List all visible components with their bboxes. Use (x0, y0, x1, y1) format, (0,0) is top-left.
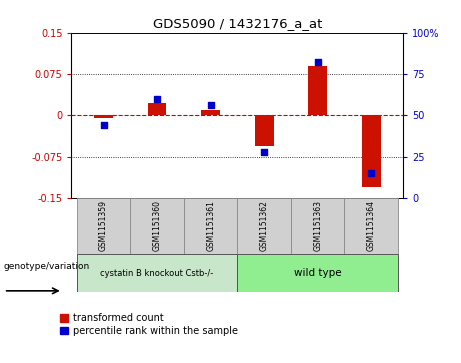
FancyBboxPatch shape (237, 254, 398, 292)
Point (314, 60, 321, 65)
Bar (362, 115, 381, 187)
Point (207, 102, 214, 108)
FancyBboxPatch shape (130, 198, 184, 254)
Bar (308, 66, 327, 115)
Text: GSM1151362: GSM1151362 (260, 200, 269, 252)
Text: GSM1151359: GSM1151359 (99, 200, 108, 252)
Bar (255, 115, 273, 146)
Text: GSM1151363: GSM1151363 (313, 200, 322, 252)
FancyBboxPatch shape (184, 198, 237, 254)
Text: GSM1151360: GSM1151360 (153, 200, 162, 252)
Bar (148, 103, 166, 115)
FancyBboxPatch shape (237, 198, 291, 254)
Point (100, 122, 107, 128)
Bar (94, 115, 113, 118)
FancyBboxPatch shape (77, 198, 130, 254)
FancyBboxPatch shape (344, 198, 398, 254)
Text: cystatin B knockout Cstb-/-: cystatin B knockout Cstb-/- (100, 269, 214, 278)
Text: wild type: wild type (294, 268, 342, 278)
FancyBboxPatch shape (77, 254, 237, 292)
Bar (201, 110, 220, 115)
Point (367, 170, 375, 176)
Title: GDS5090 / 1432176_a_at: GDS5090 / 1432176_a_at (153, 17, 322, 30)
Point (154, 96, 161, 102)
Text: GSM1151361: GSM1151361 (206, 200, 215, 252)
Text: GSM1151364: GSM1151364 (367, 200, 376, 252)
Legend: transformed count, percentile rank within the sample: transformed count, percentile rank withi… (60, 313, 238, 336)
Text: genotype/variation: genotype/variation (4, 262, 90, 271)
Point (260, 149, 268, 155)
FancyBboxPatch shape (291, 198, 344, 254)
